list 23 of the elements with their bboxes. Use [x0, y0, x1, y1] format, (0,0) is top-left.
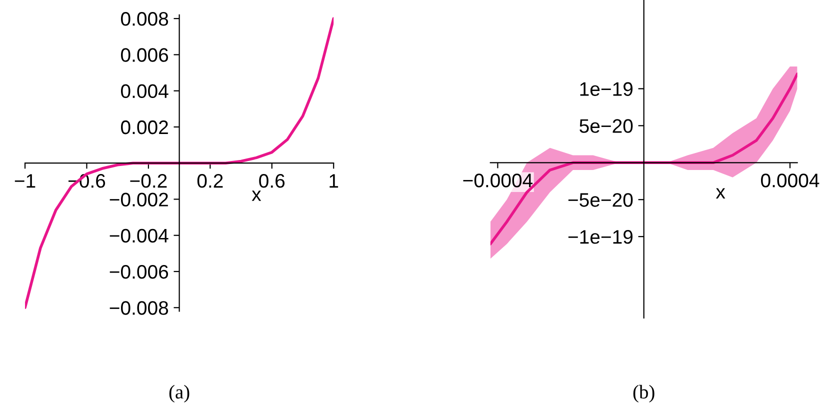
x-tick-label: −0.0004 — [463, 174, 533, 188]
y-tick-label: 0.008 — [121, 12, 168, 26]
x-tick-label: 1 — [330, 174, 338, 188]
x-tick-label: 0.2 — [197, 174, 223, 188]
y-tick-label: 0.004 — [121, 84, 168, 98]
x-tick-label: 0.0004 — [761, 174, 820, 188]
text: (a) — [169, 384, 190, 403]
y-tick-label: −0.008 — [110, 301, 168, 315]
y-tick-label: 0.002 — [121, 120, 168, 134]
x-axis-title: x — [252, 190, 262, 201]
x-tick-label: −1 — [14, 174, 36, 188]
y-tick-label: −0.002 — [110, 192, 168, 206]
text: (b) — [633, 384, 654, 403]
x-tick-label: 0.6 — [259, 174, 285, 188]
y-tick-label: 1e−19 — [580, 82, 633, 96]
y-tick-label: −0.004 — [110, 228, 168, 243]
x-axis-title: x — [716, 188, 726, 198]
y-tick-label: 5e−20 — [580, 119, 633, 133]
y-tick-label: −5e−20 — [568, 193, 633, 207]
x-tick-label: −0.2 — [130, 174, 167, 188]
y-tick-label: −0.006 — [110, 264, 168, 279]
y-tick-label: −1e−19 — [568, 230, 633, 244]
y-tick-label: 0.006 — [121, 48, 168, 62]
